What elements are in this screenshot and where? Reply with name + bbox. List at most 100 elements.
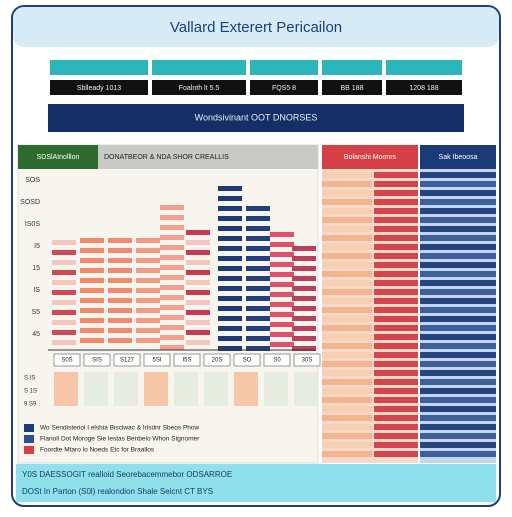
red-row	[322, 433, 372, 439]
bar-stripe	[160, 235, 184, 240]
blue-row	[420, 226, 496, 232]
bar-stripe	[218, 316, 242, 321]
red-row	[374, 388, 418, 394]
blue-row	[420, 424, 496, 430]
panel-tag	[18, 145, 98, 169]
legend-text: Wo Sendisteriol I elshia Bisclwac & Irls…	[40, 425, 200, 432]
panel-tag-text: SDSlAtnolllon	[37, 154, 80, 161]
red-row	[322, 361, 372, 367]
bar-stripe	[186, 320, 210, 325]
blue-row	[420, 442, 496, 448]
bar-stripe	[108, 328, 132, 333]
column-label: SIS	[92, 358, 102, 364]
red-row	[322, 406, 372, 412]
legend-swatch	[24, 446, 34, 454]
red-row	[374, 442, 418, 448]
blue-row	[420, 307, 496, 313]
red-row	[374, 424, 418, 430]
blue-row	[420, 280, 496, 286]
bar-stripe	[52, 310, 76, 315]
column-label-box	[263, 353, 291, 367]
red-row	[374, 235, 418, 241]
bar-stripe	[292, 326, 316, 331]
bar-stripe	[218, 286, 242, 291]
bar-stripe	[246, 306, 270, 311]
bar-stripe	[270, 292, 294, 297]
bar-stripe	[108, 258, 132, 263]
bar-stripe	[80, 248, 104, 253]
red-row	[374, 451, 418, 457]
blue-row	[420, 325, 496, 331]
bar-stripe	[52, 240, 76, 245]
red-row	[322, 451, 372, 457]
axis-label: IS	[33, 287, 40, 294]
bar-stripe	[246, 316, 270, 321]
blue-row	[420, 289, 496, 295]
bar-stripe	[186, 250, 210, 255]
axis-label: 15	[32, 265, 40, 272]
bar-stripe	[246, 296, 270, 301]
plot: SOS SOSD IS0S I5 15 IS S5 45 S0S SIS S127 5SI I5S 20S…	[20, 177, 321, 408]
column-label: S0	[273, 358, 281, 364]
bar-stripe	[160, 285, 184, 290]
summary-value: Sblleady 1013	[77, 85, 121, 92]
bar-stripe	[136, 248, 160, 253]
mini-card	[174, 372, 198, 406]
summary-value-box	[250, 80, 318, 95]
summary-value: BB 188	[341, 85, 364, 92]
bar-stripe	[246, 276, 270, 281]
bar-stripe	[246, 266, 270, 271]
bar-stripe	[160, 305, 184, 310]
bar-stripe	[160, 275, 184, 280]
bar-stripe	[160, 345, 184, 350]
red-row	[374, 262, 418, 268]
blue-row	[420, 388, 496, 394]
mini-card	[294, 372, 318, 406]
blue-row	[420, 298, 496, 304]
blue-row	[420, 172, 496, 178]
column-label-box	[173, 353, 201, 367]
red-row	[322, 397, 372, 403]
column-label: 30S	[302, 358, 313, 364]
bar-stripe	[160, 325, 184, 330]
bar-stripe	[186, 290, 210, 295]
column-label-box	[143, 353, 171, 367]
column-label: S0S	[61, 358, 72, 364]
red-row	[322, 316, 372, 322]
column-label: 5SI	[152, 358, 161, 364]
column-label-box	[203, 353, 231, 367]
bar-stripe	[136, 298, 160, 303]
red-row	[374, 352, 418, 358]
red-row	[322, 226, 372, 232]
red-row	[374, 334, 418, 340]
bar-stripe	[218, 226, 242, 231]
bar-stripe	[52, 300, 76, 305]
bar-stripe	[52, 330, 76, 335]
bar-stripe	[246, 216, 270, 221]
red-row	[322, 262, 372, 268]
red-row	[322, 199, 372, 205]
summary-value-box	[386, 80, 462, 95]
bar-stripe	[218, 296, 242, 301]
summary-value-box	[50, 80, 148, 95]
red-row	[322, 343, 372, 349]
bar-stripe	[218, 186, 242, 191]
bar-stripe	[270, 272, 294, 277]
blue-row	[420, 352, 496, 358]
bar-stripe	[246, 236, 270, 241]
summary-value-box	[322, 80, 382, 95]
footer	[16, 464, 496, 502]
bar-stripe	[292, 256, 316, 261]
bar-stripe	[108, 298, 132, 303]
column-label-box	[293, 353, 321, 367]
bar-stripe	[246, 326, 270, 331]
red-row	[374, 298, 418, 304]
bar-stripe	[80, 278, 104, 283]
bar-stripe	[270, 242, 294, 247]
blue-row	[420, 334, 496, 340]
column-label-box	[83, 353, 111, 367]
red-row	[322, 217, 372, 223]
red-row	[322, 208, 372, 214]
summary-value-box	[152, 80, 246, 95]
bar-stripe	[218, 206, 242, 211]
